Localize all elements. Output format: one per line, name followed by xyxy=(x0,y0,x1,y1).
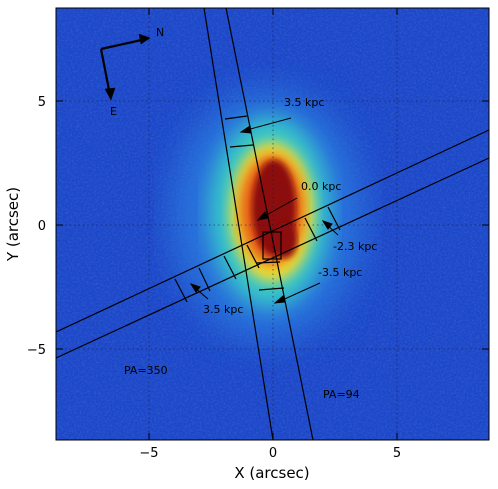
slit-pa94-edge-lower xyxy=(56,157,489,359)
slit-pa350-edge-right xyxy=(225,8,314,440)
galaxy-image xyxy=(56,8,489,440)
label-pa94: PA=94 xyxy=(323,388,360,401)
y-axis-label: Y (arcsec) xyxy=(4,187,22,262)
annotation-arrows xyxy=(189,117,339,304)
compass xyxy=(99,33,151,101)
grid xyxy=(56,8,489,440)
x-tick-minus5: −5 xyxy=(139,446,158,461)
north-arrow xyxy=(100,37,147,51)
slit-overlays xyxy=(56,8,489,440)
x-tick-labels: −5 0 5 xyxy=(139,446,401,461)
east-arrow xyxy=(99,48,112,96)
label-pa350: PA=350 xyxy=(124,364,168,377)
x-axis-label: X (arcsec) xyxy=(234,464,309,482)
annotation-labels: 3.5 kpc 0.0 kpc -2.3 kpc -3.5 kpc 3.5 kp… xyxy=(124,96,377,401)
label-minus-3-5-kpc: -3.5 kpc xyxy=(318,266,362,279)
compass-east-label: E xyxy=(110,105,117,118)
slit-pa94-edge-upper xyxy=(56,129,489,333)
x-tick-0: 0 xyxy=(269,446,277,461)
label-minus-2-3-kpc: -2.3 kpc xyxy=(333,240,377,253)
y-tick-0: 0 xyxy=(38,219,46,234)
label-3-5-kpc-top: 3.5 kpc xyxy=(284,96,324,109)
y-tick-labels: 5 0 −5 xyxy=(27,95,46,358)
label-3-5-kpc-bottom: 3.5 kpc xyxy=(203,303,243,316)
compass-north-label: N xyxy=(156,26,164,39)
tick-marks xyxy=(56,8,489,440)
y-tick-5: 5 xyxy=(38,95,46,110)
y-tick-minus5: −5 xyxy=(27,343,46,358)
label-0-0-kpc: 0.0 kpc xyxy=(301,180,341,193)
slit-pa350-edge-left xyxy=(203,8,274,440)
x-tick-5: 5 xyxy=(393,446,401,461)
